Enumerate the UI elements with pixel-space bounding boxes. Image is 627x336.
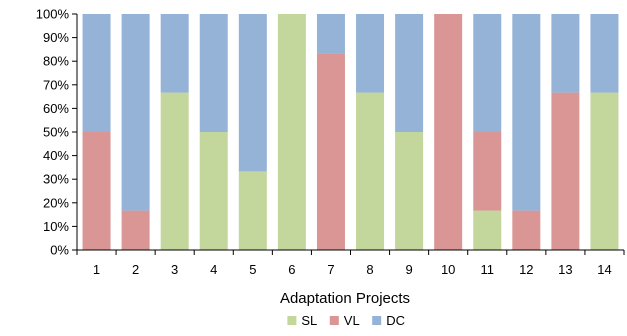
- bar-dc-project-9: [395, 14, 424, 132]
- bar-sl-project-3: [160, 92, 189, 250]
- y-tick-label: 60%: [43, 101, 69, 116]
- x-tick-label: 10: [441, 262, 455, 277]
- legend: SL VL DC: [287, 313, 405, 328]
- bar-vl-project-13: [551, 92, 580, 250]
- bar-dc-project-11: [473, 14, 502, 132]
- bar-sl-project-5: [238, 171, 267, 250]
- legend-label-vl: VL: [344, 313, 360, 328]
- x-axis: 1 2 3 4 5 6 7 8 9 10 11 12 13 14: [76, 249, 625, 277]
- bar-vl-project-2: [121, 210, 150, 250]
- bar-vl-project-1: [82, 132, 111, 250]
- y-axis: 0% 10% 20% 30% 40% 50% 60% 70% 80% 90% 100%: [36, 7, 78, 258]
- bar-vl-project-12: [512, 210, 541, 250]
- x-tick-label: 5: [249, 262, 256, 277]
- y-tick-label: 20%: [43, 195, 69, 210]
- x-tick-label: 14: [597, 262, 611, 277]
- y-tick-label: 10%: [43, 219, 69, 234]
- bar-vl-project-11: [473, 132, 502, 211]
- y-tick-label: 0%: [50, 243, 69, 258]
- bar-vl-project-10: [434, 14, 463, 250]
- bar-dc-project-4: [199, 14, 228, 132]
- x-tick-label: 4: [210, 262, 217, 277]
- bar-sl-project-8: [356, 92, 385, 250]
- y-tick-label: 90%: [43, 30, 69, 45]
- y-tick-label: 100%: [36, 7, 70, 22]
- x-tick-label: 11: [481, 262, 495, 277]
- y-tick-label: 40%: [43, 148, 69, 163]
- x-tick-label: 9: [405, 262, 412, 277]
- bar-sl-project-6: [277, 14, 306, 250]
- x-tick-label: 8: [366, 262, 373, 277]
- x-tick-label: 7: [327, 262, 334, 277]
- bar-sl-project-14: [590, 92, 619, 250]
- x-axis-label: Adaptation Projects: [280, 290, 410, 307]
- y-tick-label: 70%: [43, 77, 69, 92]
- bars-layer: [82, 14, 619, 250]
- x-tick-label: 3: [171, 262, 178, 277]
- bar-sl-project-9: [395, 132, 424, 250]
- legend-swatch-dc: [372, 316, 382, 325]
- legend-swatch-sl: [287, 316, 297, 325]
- bar-vl-project-7: [316, 53, 345, 250]
- bar-dc-project-8: [356, 14, 385, 93]
- legend-label-sl: SL: [301, 313, 317, 328]
- bar-sl-project-4: [199, 132, 228, 250]
- y-tick-label: 80%: [43, 54, 69, 69]
- x-tick-label: 6: [288, 262, 295, 277]
- bar-dc-project-5: [238, 14, 267, 172]
- x-tick-label: 12: [519, 262, 533, 277]
- bar-dc-project-7: [316, 14, 345, 54]
- y-tick-label: 30%: [43, 172, 69, 187]
- bar-dc-project-13: [551, 14, 580, 93]
- legend-swatch-vl: [329, 316, 339, 325]
- bar-dc-project-1: [82, 14, 111, 132]
- bar-dc-project-3: [160, 14, 189, 93]
- y-tick-label: 50%: [43, 125, 69, 140]
- x-tick-label: 13: [558, 262, 572, 277]
- x-tick-label: 1: [93, 262, 100, 277]
- bar-dc-project-2: [121, 14, 150, 211]
- bar-dc-project-14: [590, 14, 619, 93]
- bar-dc-project-12: [512, 14, 541, 211]
- legend-label-dc: DC: [386, 313, 405, 328]
- bar-sl-project-11: [473, 210, 502, 250]
- x-tick-label: 2: [132, 262, 139, 277]
